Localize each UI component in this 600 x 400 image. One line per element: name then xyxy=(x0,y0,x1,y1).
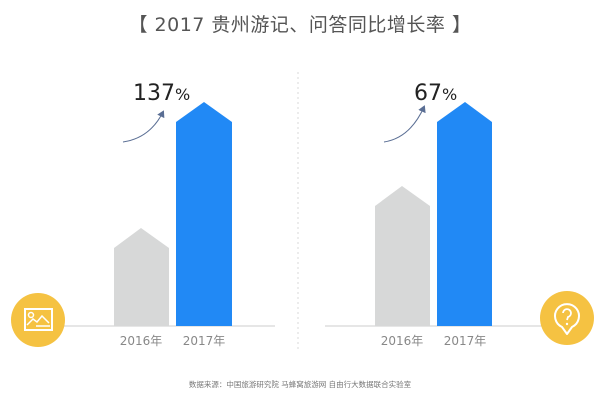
bar-2016 xyxy=(114,228,169,326)
growth-label: 137% xyxy=(133,81,190,106)
x-label-2017: 2017年 xyxy=(183,334,226,348)
x-label-2016: 2016年 xyxy=(120,334,163,348)
x-label-2017: 2017年 xyxy=(444,334,487,348)
bar-2017 xyxy=(176,102,232,326)
x-label-2016: 2016年 xyxy=(381,334,424,348)
right-chart: 67% 2016年 2017年 xyxy=(325,81,594,348)
bar-2017 xyxy=(437,102,492,326)
bar-2016 xyxy=(375,186,430,326)
image-icon xyxy=(11,293,65,347)
left-chart: 137% 2016年 2017年 xyxy=(11,81,275,348)
growth-arrow xyxy=(383,105,426,143)
growth-arrow xyxy=(122,110,165,143)
chart-title: 【 2017 贵州游记、问答同比增长率 】 xyxy=(128,14,472,36)
data-source: 数据来源：中国旅游研究院 马蜂窝旅游网 自由行大数据联合实验室 xyxy=(188,380,412,389)
question-pin-icon xyxy=(540,291,594,345)
growth-label: 67% xyxy=(414,81,457,106)
